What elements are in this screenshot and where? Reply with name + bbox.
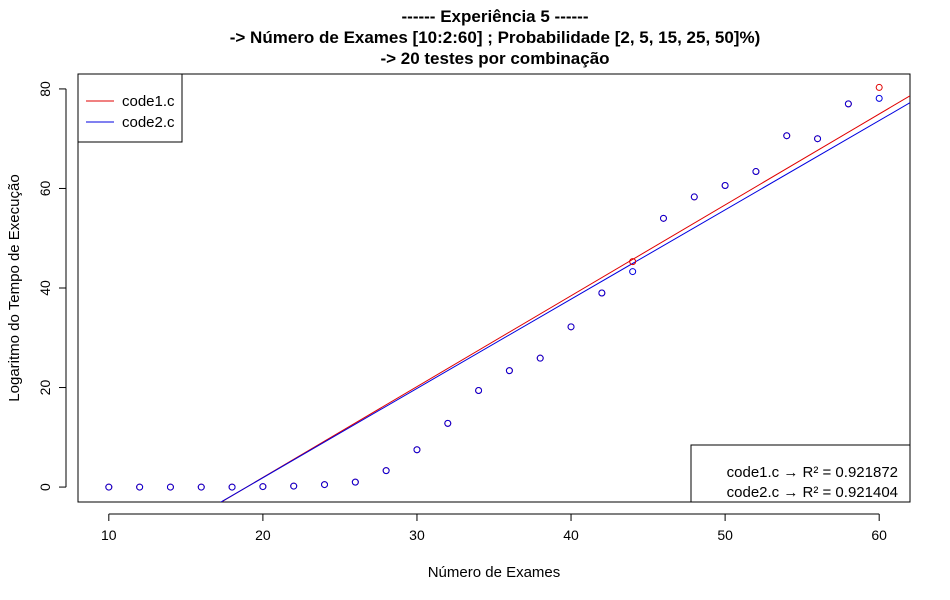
y-tick-label: 20 [37, 380, 53, 396]
point-code2-c [136, 483, 144, 491]
x-tick-label: 10 [101, 527, 117, 543]
r-squared-frame [690, 444, 911, 503]
point-code1-c [629, 258, 637, 266]
point-code2-c [536, 354, 544, 362]
point-code2-c [721, 181, 729, 189]
x-tick-label: 60 [871, 527, 887, 543]
point-code2-c [567, 323, 575, 331]
point-code2-c [629, 268, 637, 276]
point-code2-c [475, 387, 483, 395]
r-squared-label: code2.c → R² = 0.921404 [727, 484, 898, 501]
point-code2-c [259, 483, 267, 491]
title-line: -> Número de Exames [10:2:60] ; Probabil… [230, 28, 761, 47]
point-code2-c [659, 214, 667, 222]
point-code2-c [505, 367, 513, 375]
r-squared-label: code1.c → R² = 0.921872 [727, 464, 898, 481]
plot-area [77, 73, 911, 503]
point-code2-c [351, 478, 359, 486]
r-squared-box: code1.c → R² = 0.921872 code2.c → R² = 0.… [690, 444, 911, 503]
point-code2-c [197, 483, 205, 491]
point-code2-c [875, 94, 883, 102]
point-code2-c [444, 419, 452, 427]
point-code2-c [382, 467, 390, 475]
y-axis: 0 20 40 60 80 [37, 81, 67, 491]
y-tick-label: 80 [37, 81, 53, 97]
point-code2-c [783, 132, 791, 140]
point-code2-c [166, 483, 174, 491]
point-code2-c [598, 289, 606, 297]
point-code2-c [321, 481, 329, 489]
data-points [105, 83, 883, 491]
y-tick-label: 60 [37, 180, 53, 196]
point-code2-c [290, 482, 298, 490]
x-tick-label: 50 [717, 527, 733, 543]
y-axis-label: Logaritmo do Tempo de Execução [6, 174, 23, 401]
regression-lines [219, 95, 910, 502]
chart-title: ------ Experiência 5 ------ -> Número de … [230, 7, 761, 68]
legend: code1.c code2.c [77, 73, 183, 143]
fit-line-code1-c [220, 95, 910, 502]
point-code2-c [690, 193, 698, 201]
point-code2-c [413, 446, 421, 454]
fit-line-code2-c [219, 102, 910, 502]
x-tick-label: 20 [255, 527, 271, 543]
point-code2-c [228, 483, 236, 491]
x-axis-label: Número de Exames [428, 564, 561, 581]
x-tick-label: 30 [409, 527, 425, 543]
y-tick-label: 40 [37, 280, 53, 296]
point-code2-c [814, 135, 822, 143]
point-code2-c [105, 483, 113, 491]
x-axis: 10 20 30 40 50 60 [101, 513, 887, 543]
y-tick-label: 0 [37, 483, 53, 491]
point-code2-c [844, 100, 852, 108]
legend-label: code1.c [122, 93, 175, 110]
title-line: -> 20 testes por combinação [380, 49, 609, 68]
point-code2-c [752, 168, 760, 176]
point-code1-c [875, 83, 883, 91]
title-line: ------ Experiência 5 ------ [402, 7, 589, 26]
x-tick-label: 40 [563, 527, 579, 543]
legend-box [77, 73, 183, 143]
legend-label: code2.c [122, 114, 175, 131]
